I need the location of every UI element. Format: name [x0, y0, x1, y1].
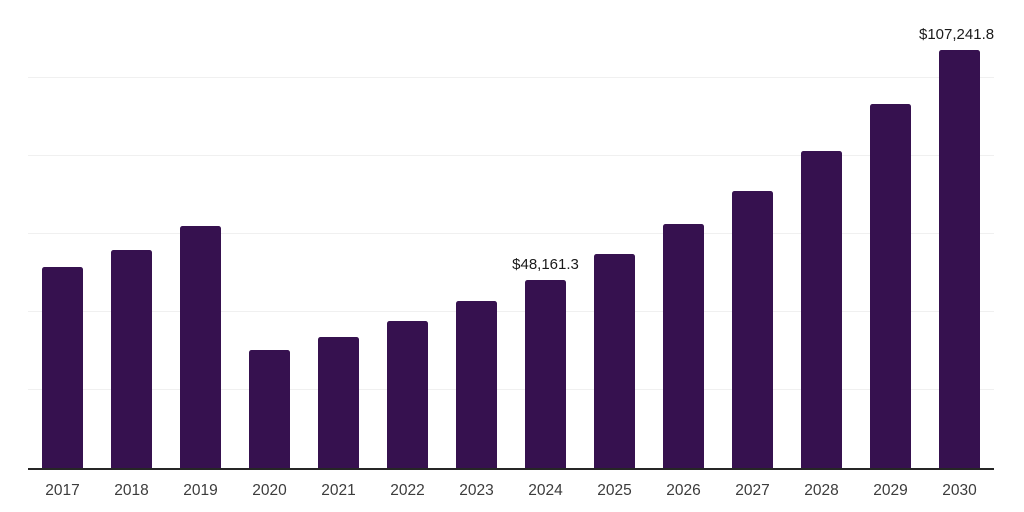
bar-2030: [939, 49, 980, 468]
x-axis-labels: 2017 2018 2019 2020 2021 2022 2023 2024 2025 2026…: [28, 480, 994, 506]
data-label-2030: $107,241.8: [919, 25, 995, 43]
x-axis-label-2024: 2024: [528, 482, 563, 499]
x-axis-label-2026: 2026: [666, 482, 701, 499]
x-axis-label-2017: 2017: [45, 482, 80, 499]
bar-2026: [663, 223, 704, 468]
bar-2029: [870, 104, 911, 468]
bar-2022: [387, 320, 428, 468]
bar-2018: [111, 250, 152, 468]
x-axis-label-2020: 2020: [252, 482, 287, 499]
bar-2020: [249, 349, 290, 468]
x-axis-label-2023: 2023: [459, 482, 494, 499]
bar-2025: [594, 253, 635, 468]
x-axis-label-2021: 2021: [321, 482, 356, 499]
x-axis-label-2019: 2019: [183, 482, 218, 499]
x-axis-label-2029: 2029: [873, 482, 908, 499]
gridline-20000: [28, 389, 994, 390]
x-axis-label-2025: 2025: [597, 482, 632, 499]
x-axis-label-2022: 2022: [390, 482, 425, 499]
bar-2019: [180, 225, 221, 468]
bar-2017: [42, 267, 83, 468]
bar-2028: [801, 150, 842, 468]
x-axis-label-2030: 2030: [942, 482, 977, 499]
bar-2027: [732, 191, 773, 468]
bar-2023: [456, 301, 497, 468]
x-axis-label-2027: 2027: [735, 482, 770, 499]
plot-area: $48,161.3 $107,241.8: [28, 2, 994, 470]
gridline-40000: [28, 311, 994, 312]
gridline-60000: [28, 233, 994, 234]
x-axis-label-2018: 2018: [114, 482, 149, 499]
gridline-80000: [28, 155, 994, 156]
data-label-2024: $48,161.3: [512, 256, 579, 274]
bar-2021: [318, 336, 359, 468]
gridline-100000: [28, 77, 994, 78]
x-axis-label-2028: 2028: [804, 482, 839, 499]
bar-2024: [525, 280, 566, 468]
